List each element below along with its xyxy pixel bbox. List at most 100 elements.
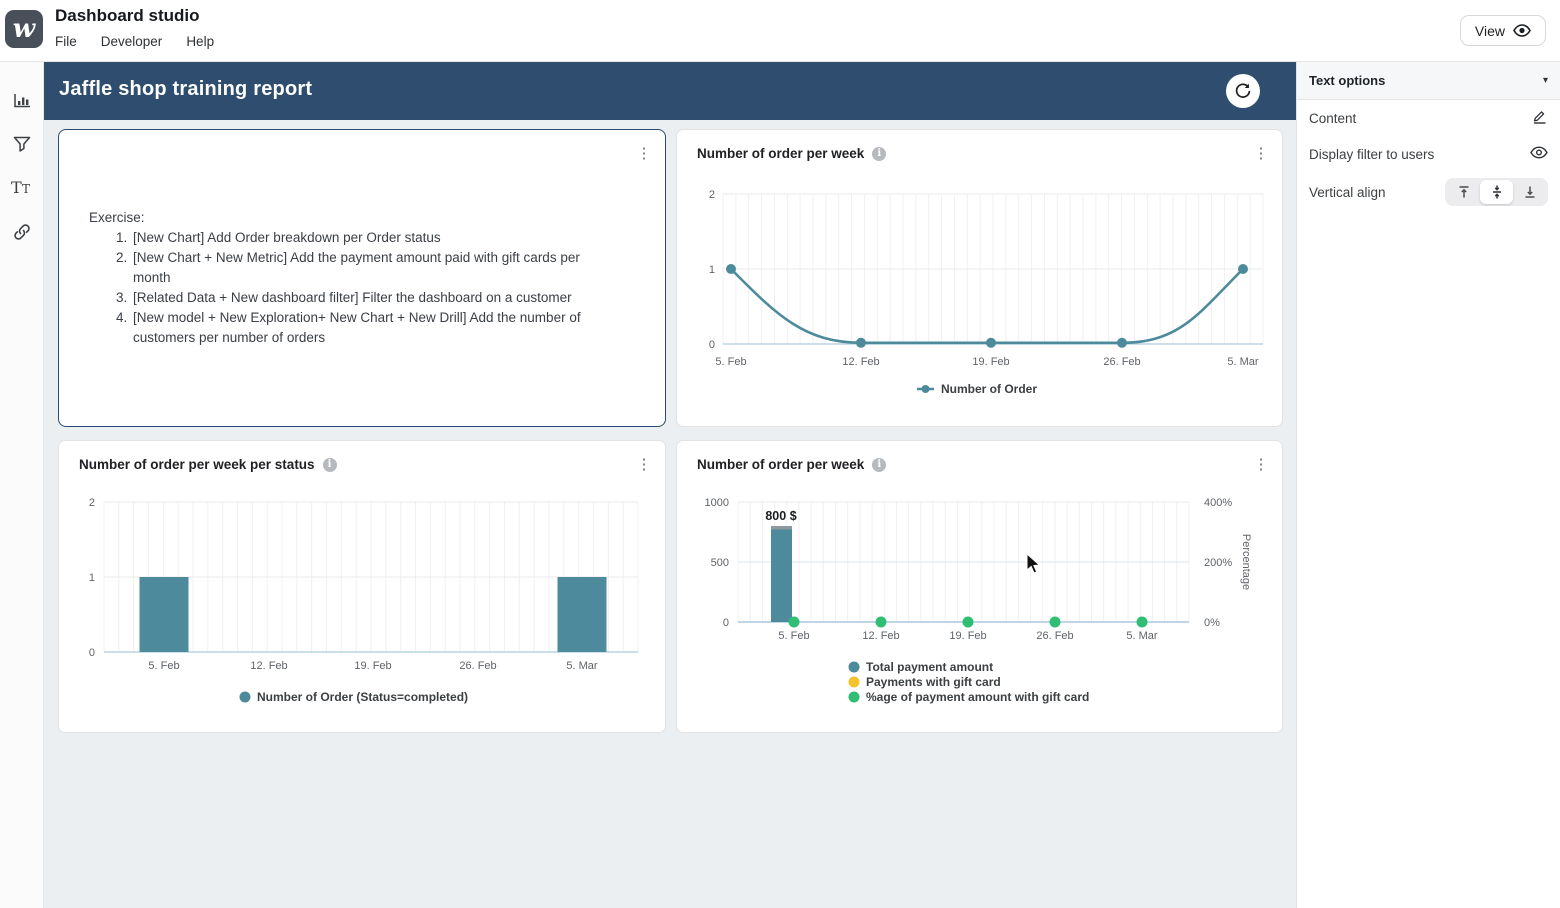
exercise-item: [Related Data + New dashboard filter] Fi… bbox=[131, 288, 603, 308]
panel-title: Text options bbox=[1309, 73, 1386, 88]
chart-title: Number of order per week per status bbox=[79, 457, 315, 472]
align-middle-button[interactable] bbox=[1480, 180, 1513, 204]
payments-combo-chart[interactable]: 0 500 1000 0% 200% 400% Percentage 5. Feb 12. Fe… bbox=[677, 441, 1284, 734]
filters-tool-button[interactable] bbox=[0, 122, 44, 166]
svg-text:0%: 0% bbox=[1204, 617, 1220, 629]
chart-title: Number of order per week bbox=[697, 457, 865, 472]
svg-text:T: T bbox=[22, 182, 30, 196]
card-menu-kebab-icon[interactable]: ⋮ bbox=[636, 145, 652, 162]
svg-text:26. Feb: 26. Feb bbox=[459, 660, 496, 672]
chevron-down-icon: ▾ bbox=[1542, 75, 1548, 86]
exercise-list: [New Chart] Add Order breakdown per Orde… bbox=[131, 228, 603, 348]
vertical-align-row: Vertical align bbox=[1297, 172, 1560, 212]
vertical-align-label: Vertical align bbox=[1309, 184, 1386, 200]
left-toolbar: T T bbox=[0, 62, 44, 908]
text-widget-intro: Exercise: bbox=[89, 210, 145, 225]
align-top-icon bbox=[1459, 186, 1468, 198]
align-bottom-button[interactable] bbox=[1513, 180, 1546, 204]
exercise-item: [New model + New Exploration+ New Chart … bbox=[131, 308, 603, 348]
svg-text:12. Feb: 12. Feb bbox=[862, 630, 899, 642]
svg-text:5. Mar: 5. Mar bbox=[1227, 356, 1259, 368]
svg-text:0: 0 bbox=[709, 339, 715, 351]
dashboard-title: Jaffle shop training report bbox=[59, 78, 313, 100]
svg-text:Percentage: Percentage bbox=[1240, 534, 1252, 590]
app-logo[interactable]: w bbox=[5, 10, 43, 48]
svg-text:2: 2 bbox=[89, 497, 95, 509]
svg-text:5. Mar: 5. Mar bbox=[566, 660, 598, 672]
content-label: Content bbox=[1309, 110, 1357, 126]
content-row: Content bbox=[1297, 100, 1560, 136]
refresh-icon bbox=[1235, 83, 1251, 98]
card-menu-kebab-icon[interactable]: ⋮ bbox=[636, 456, 652, 473]
align-bottom-icon bbox=[1525, 186, 1534, 198]
display-filter-row: Display filter to users bbox=[1297, 136, 1560, 172]
svg-text:12. Feb: 12. Feb bbox=[842, 356, 879, 368]
charts-tool-button[interactable] bbox=[0, 78, 44, 122]
card-menu-kebab-icon[interactable]: ⋮ bbox=[1253, 145, 1269, 162]
vertical-align-segmented-control bbox=[1445, 178, 1548, 206]
eye-icon bbox=[1530, 146, 1548, 159]
refresh-button[interactable] bbox=[1226, 74, 1260, 108]
align-top-button[interactable] bbox=[1447, 180, 1480, 204]
svg-text:12. Feb: 12. Feb bbox=[250, 660, 287, 672]
svg-text:5. Mar: 5. Mar bbox=[1126, 630, 1158, 642]
svg-text:%age of payment amount with gi: %age of payment amount with gift card bbox=[866, 690, 1089, 704]
eye-icon bbox=[1513, 24, 1531, 37]
bar-chart-card: Number of order per week per status i ⋮ … bbox=[58, 440, 666, 733]
dashboard-header: Jaffle shop training report bbox=[44, 62, 1296, 120]
text-icon: T T bbox=[11, 178, 30, 197]
svg-text:500: 500 bbox=[711, 557, 729, 569]
funnel-filter-icon bbox=[13, 136, 31, 152]
text-widget-body: Exercise: [New Chart] Add Order breakdow… bbox=[89, 130, 603, 426]
info-icon[interactable]: i bbox=[872, 457, 887, 472]
exercise-item: [New Chart] Add Order breakdown per Orde… bbox=[131, 228, 603, 248]
exercise-item: [New Chart + New Metric] Add the payment… bbox=[131, 248, 603, 288]
svg-text:19. Feb: 19. Feb bbox=[949, 630, 986, 642]
chart-title: Number of order per week bbox=[697, 146, 865, 161]
svg-text:Payments with gift card: Payments with gift card bbox=[866, 675, 1001, 689]
svg-text:800 $: 800 $ bbox=[765, 509, 796, 523]
text-options-header[interactable]: Text options ▾ bbox=[1297, 62, 1560, 100]
svg-text:19. Feb: 19. Feb bbox=[354, 660, 391, 672]
links-tool-button[interactable] bbox=[0, 210, 44, 254]
dashboard-canvas: Jaffle shop training report ⋮ Exercise: … bbox=[44, 62, 1296, 908]
svg-text:Total payment amount: Total payment amount bbox=[866, 660, 993, 674]
svg-text:5. Feb: 5. Feb bbox=[715, 356, 746, 368]
svg-text:26. Feb: 26. Feb bbox=[1103, 356, 1140, 368]
menu-file[interactable]: File bbox=[55, 34, 77, 49]
svg-text:1000: 1000 bbox=[705, 497, 729, 509]
edit-content-button[interactable] bbox=[1531, 108, 1548, 128]
combo-chart-card: Number of order per week i ⋮ 0 500 1000 0% 2… bbox=[676, 440, 1283, 733]
view-button[interactable]: View bbox=[1459, 15, 1546, 46]
line-chart-card: Number of order per week i ⋮ 0 1 2 5. Feb 12… bbox=[676, 129, 1283, 427]
svg-text:Number of Order (Status=comple: Number of Order (Status=completed) bbox=[257, 690, 468, 704]
svg-text:26. Feb: 26. Feb bbox=[1036, 630, 1073, 642]
display-filter-toggle[interactable] bbox=[1530, 146, 1548, 162]
card-menu-kebab-icon[interactable]: ⋮ bbox=[1253, 456, 1269, 473]
align-middle-icon bbox=[1492, 185, 1501, 199]
svg-text:400%: 400% bbox=[1204, 497, 1232, 509]
edit-icon bbox=[1533, 111, 1546, 124]
menu-developer[interactable]: Developer bbox=[100, 34, 163, 49]
menu-bar: File Developer Help bbox=[55, 34, 214, 49]
text-tool-button[interactable]: T T bbox=[0, 166, 44, 210]
info-icon[interactable]: i bbox=[322, 457, 337, 472]
app-title: Dashboard studio bbox=[55, 6, 200, 25]
svg-text:Number of Order: Number of Order bbox=[941, 382, 1037, 396]
svg-text:0: 0 bbox=[723, 617, 729, 629]
view-button-label: View bbox=[1474, 22, 1505, 39]
svg-text:T: T bbox=[11, 178, 22, 197]
info-icon[interactable]: i bbox=[872, 146, 887, 161]
svg-text:1: 1 bbox=[709, 264, 715, 276]
options-panel: Text options ▾ Content Display filter to… bbox=[1296, 62, 1560, 908]
svg-text:200%: 200% bbox=[1204, 557, 1232, 569]
svg-text:2: 2 bbox=[709, 189, 715, 201]
svg-text:1: 1 bbox=[89, 572, 95, 584]
bar-chart-icon bbox=[13, 93, 30, 107]
link-icon bbox=[14, 224, 30, 240]
menu-help[interactable]: Help bbox=[186, 34, 215, 49]
svg-text:5. Feb: 5. Feb bbox=[148, 660, 179, 672]
text-widget-card[interactable]: ⋮ Exercise: [New Chart] Add Order breakd… bbox=[58, 129, 666, 427]
